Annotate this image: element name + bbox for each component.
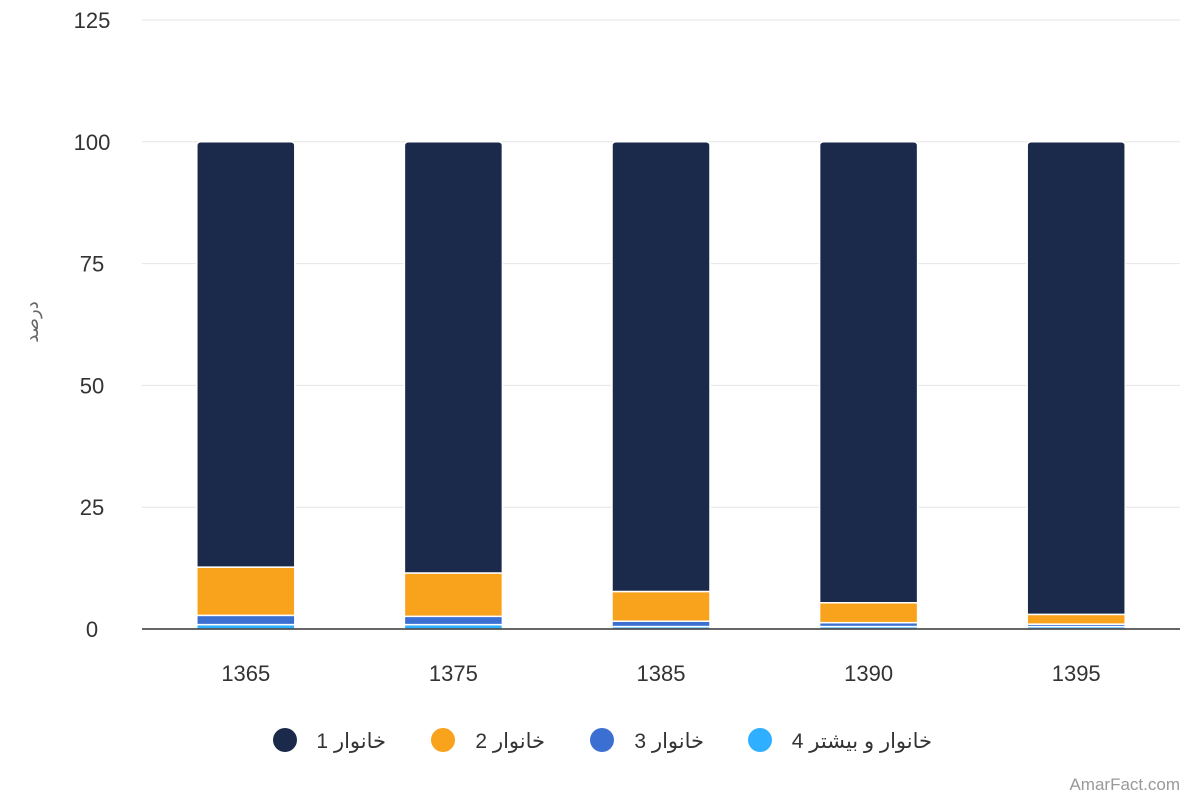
bar-segment[interactable] [403,615,504,626]
legend-item[interactable]: 3 خانوار [590,728,704,753]
y-tick-label: 50 [80,373,104,398]
bar-segment[interactable] [403,572,504,618]
legend-marker [590,728,614,752]
x-tick-label: 1365 [221,661,270,686]
bar-segment[interactable] [1026,613,1126,625]
legend-label: 3 خانوار [634,730,704,753]
bar-segment[interactable] [196,614,296,626]
legend-item[interactable]: 1 خانوار [273,728,386,753]
y-tick-label: 0 [86,617,98,642]
bar-segment[interactable] [611,590,711,622]
legend-label: 1 خانوار [316,730,386,753]
bar-segment[interactable] [196,566,296,617]
y-axis-ticks: 0 25 50 75 100 125 [74,8,111,642]
legend-item[interactable]: 4 خانوار و بیشتر [748,728,932,753]
legend-label: 4 خانوار و بیشتر [792,730,932,753]
bar-segment[interactable] [611,141,711,593]
x-tick-label: 1390 [844,661,893,686]
legend-item[interactable]: 2 خانوار [431,728,545,753]
bar-segment[interactable] [1026,141,1126,616]
legend-marker [431,728,455,752]
y-tick-label: 100 [74,130,111,155]
credit-text[interactable]: AmarFact.com [1069,775,1180,794]
legend-label: 2 خانوار [475,730,545,753]
legend: 1 خانوار 2 خانوار 3 خانوار 4 خانوار و بیشتر [273,728,932,753]
bar-segment[interactable] [818,141,919,604]
x-tick-label: 1375 [429,661,478,686]
bars [196,141,1126,630]
y-tick-label: 125 [74,8,111,33]
x-tick-label: 1385 [637,661,686,686]
bar-segment[interactable] [611,620,711,628]
bar-segment[interactable] [196,141,296,568]
y-axis-label: درصد [22,301,42,342]
x-tick-label: 1395 [1052,661,1101,686]
y-tick-label: 75 [80,252,104,277]
x-axis-ticks: 1365 1375 1385 1390 1395 [221,661,1100,686]
legend-marker [748,728,772,752]
y-tick-label: 25 [80,495,104,520]
bar-segment[interactable] [818,601,919,624]
legend-marker [273,728,297,752]
bar-segment[interactable] [403,141,504,574]
